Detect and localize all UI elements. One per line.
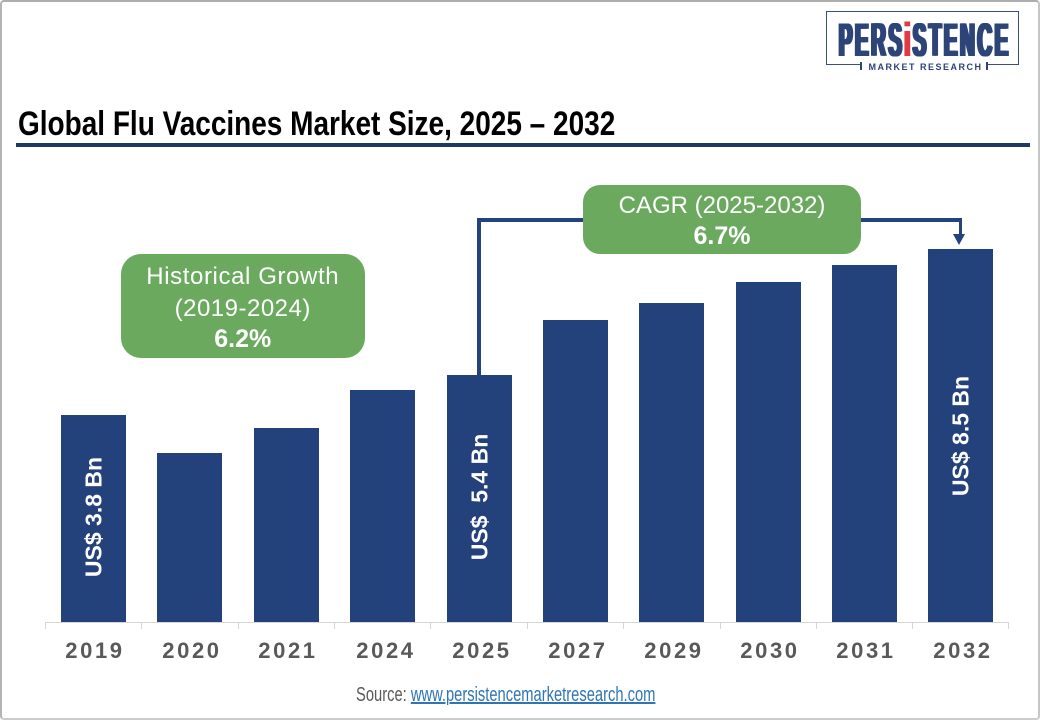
svg-text:PERSiSTENCE: PERSiSTENCE	[839, 13, 1011, 66]
svg-text:PERSiSTENCE: PERSiSTENCE	[840, 13, 1012, 66]
svg-text:PERSiSTENCE: PERSiSTENCE	[837, 13, 1009, 66]
